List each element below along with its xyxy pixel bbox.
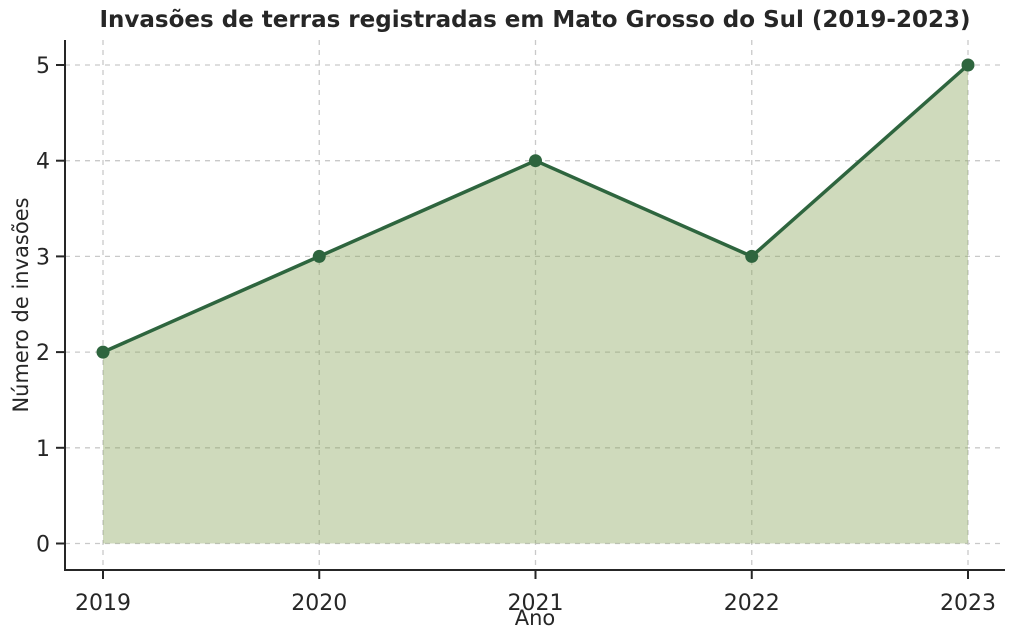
y-tick-label: 5 [36, 54, 50, 79]
x-tick-label: 2023 [940, 591, 996, 616]
x-tick-label: 2019 [75, 591, 131, 616]
x-tick-label: 2020 [291, 591, 347, 616]
data-point-2023 [961, 58, 975, 72]
y-tick-label: 1 [36, 437, 50, 462]
x-tick-label: 2022 [724, 591, 780, 616]
data-point-2019 [96, 345, 110, 359]
data-point-2022 [745, 249, 759, 263]
x-tick-label: 2021 [508, 591, 564, 616]
chart-title: Invasões de terras registradas em Mato G… [99, 7, 971, 33]
y-tick-label: 2 [36, 341, 50, 366]
x-axis-label: Ano [514, 606, 556, 630]
data-point-2021 [529, 154, 542, 168]
data-point-2020 [312, 249, 326, 263]
area-fill [103, 65, 968, 544]
y-tick-label: 3 [36, 245, 50, 270]
y-tick-label: 0 [36, 533, 50, 558]
y-axis-label: Número de invasões [9, 197, 33, 413]
y-tick-label: 4 [36, 150, 50, 175]
